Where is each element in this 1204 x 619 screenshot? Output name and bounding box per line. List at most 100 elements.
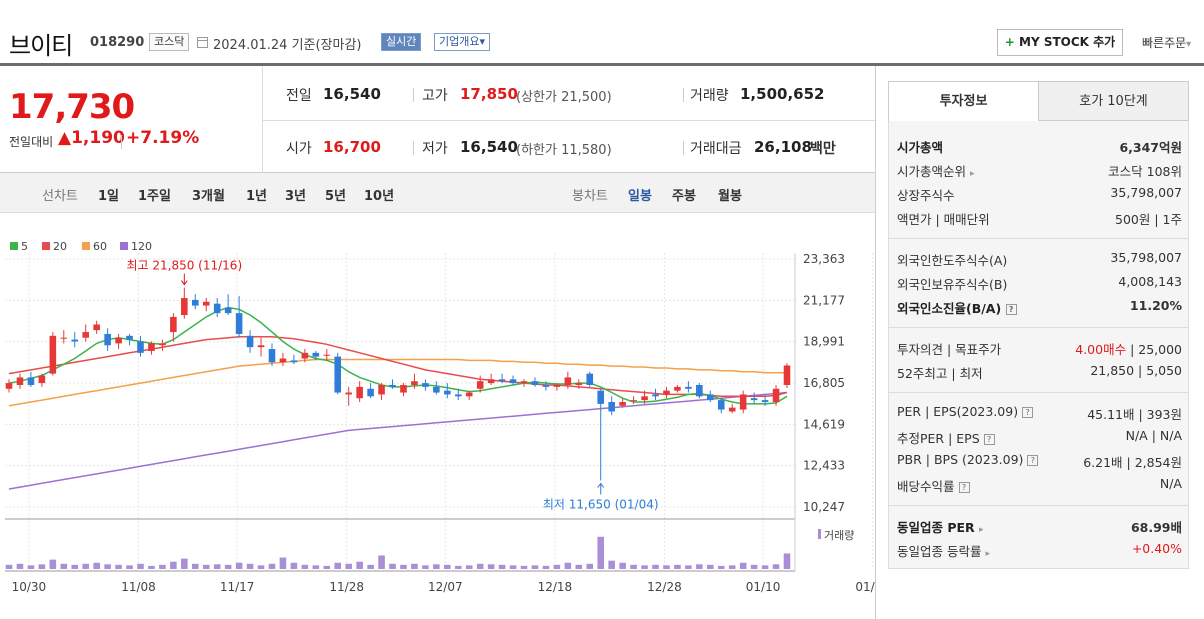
candle-body (389, 384, 396, 387)
info-row[interactable]: 시가총액순위 ▸ 코스닥 108위 (897, 164, 1182, 179)
volume-label: 거래량 (690, 88, 729, 104)
mystock-add-label: MY STOCK 추가 (1019, 35, 1116, 49)
volume-bar (465, 565, 473, 569)
volume-bar (400, 564, 407, 569)
help-icon[interactable]: ? (983, 434, 995, 445)
volume-bar (268, 563, 276, 569)
help-icon[interactable]: ? (1005, 304, 1017, 315)
volume-bar (367, 564, 374, 569)
candle-body (454, 394, 462, 397)
legend-swatch (82, 242, 90, 250)
low-annotation: 최저 11,650 (01/04) (543, 497, 659, 511)
info-row[interactable]: 동일업종 PER ▸ 68.99배 (897, 520, 1182, 535)
open-price: 16,700 (323, 138, 381, 156)
price-chart[interactable]: 5 20 60 120 23,363 21,177 18,991 16,805 14,6… (0, 213, 875, 619)
tab-orderbook[interactable]: 호가 10단계 (1038, 81, 1189, 121)
volume-bar (476, 563, 484, 569)
volume-bar (181, 558, 188, 569)
period-5y[interactable]: 5년 (325, 189, 347, 204)
candle-body (411, 381, 418, 385)
period-1d[interactable]: 1일 (98, 189, 120, 204)
prev-label: 전일 (286, 88, 312, 104)
volume-bar (750, 564, 758, 569)
period-3y[interactable]: 3년 (285, 189, 307, 204)
candle-body (224, 307, 232, 314)
candle-monthly[interactable]: 월봉 (718, 189, 742, 204)
candle-body (170, 316, 177, 333)
company-info-button[interactable]: 기업개요▾ (434, 33, 491, 51)
volume-bar (257, 565, 265, 569)
divider (262, 120, 875, 121)
candle-daily[interactable]: 일봉 (628, 189, 652, 204)
price-change: ▲1,190 (58, 128, 125, 148)
info-row[interactable]: 동일업종 등락률 ▸ +0.40% (897, 541, 1182, 559)
candle-body (619, 402, 626, 406)
help-icon[interactable]: ? (1022, 407, 1034, 418)
volume-bar (93, 562, 100, 569)
volume-bar (170, 561, 177, 569)
chevron-right-icon: ▸ (970, 169, 975, 179)
volume-bar (597, 536, 605, 569)
volume-bar (772, 564, 780, 569)
volume-bar (323, 565, 331, 569)
period-1w[interactable]: 1주일 (138, 189, 171, 204)
candle-body (728, 407, 736, 412)
candle-body (334, 356, 342, 393)
info-row: 배당수익률 ? N/A (897, 476, 1182, 494)
volume-legend-swatch (818, 529, 821, 539)
candle-body (202, 301, 210, 306)
candle-body (367, 388, 374, 397)
info-row: 액면가 | 매매단위 500원 | 1주 (897, 212, 1182, 227)
candle-body (257, 345, 265, 348)
realtime-button[interactable]: 실시간 (381, 33, 422, 51)
tab-investment-info[interactable]: 투자정보 (888, 81, 1039, 121)
mystock-add-button[interactable]: + MY STOCK 추가 (997, 29, 1123, 56)
x-tick-label: 11/28 (329, 580, 364, 594)
chevron-right-icon: ▸ (985, 549, 990, 559)
price-change-pct: +7.19% (126, 128, 200, 148)
period-1y[interactable]: 1년 (246, 189, 268, 204)
volume-bar (27, 565, 35, 569)
quick-order-button[interactable]: 빠른주문▾ (1142, 34, 1191, 51)
candle-body (553, 384, 561, 387)
candle-body (213, 303, 221, 314)
volume-label: 거래량 (824, 529, 854, 542)
candle-body (476, 381, 484, 389)
volume-bar (71, 564, 79, 569)
volume-bar (444, 564, 451, 569)
candle-body (608, 402, 615, 412)
divider (683, 141, 684, 155)
volume-bar (345, 563, 352, 569)
volume-bar (5, 564, 13, 569)
volume-bar (334, 562, 342, 569)
legend-swatch (10, 242, 18, 250)
chevron-down-icon: ▾ (1186, 39, 1192, 50)
candle-body (82, 332, 89, 338)
volume-bar (783, 553, 791, 569)
candle-body (542, 384, 550, 387)
period-3m[interactable]: 3개월 (192, 189, 225, 204)
help-icon[interactable]: ? (958, 482, 970, 493)
stock-name: 브이티 (9, 32, 73, 60)
moving-average-120 (8, 391, 788, 490)
chevron-down-icon: ▾ (479, 35, 486, 48)
info-row: 외국인보유주식수(B) 4,008,143 (897, 274, 1182, 292)
y-tick-label: 16,805 (803, 376, 845, 390)
info-row: 외국인한도주식수(A) 35,798,007 (897, 250, 1182, 268)
candle-body (630, 400, 637, 402)
current-price: 17,730 (9, 87, 135, 127)
volume-bar (159, 564, 166, 569)
help-icon[interactable]: ? (1027, 455, 1039, 466)
candle-body (235, 313, 243, 334)
volume-bar (389, 563, 396, 569)
candle-body (148, 343, 155, 351)
candle-body (60, 337, 68, 339)
volume-bar (60, 563, 68, 569)
divider (683, 88, 684, 102)
candle-body (159, 343, 166, 346)
candle-body (49, 335, 57, 374)
period-10y[interactable]: 10년 (364, 189, 395, 204)
candle-body (345, 392, 352, 395)
legend-swatch (120, 242, 128, 250)
candle-weekly[interactable]: 주봉 (672, 189, 696, 204)
